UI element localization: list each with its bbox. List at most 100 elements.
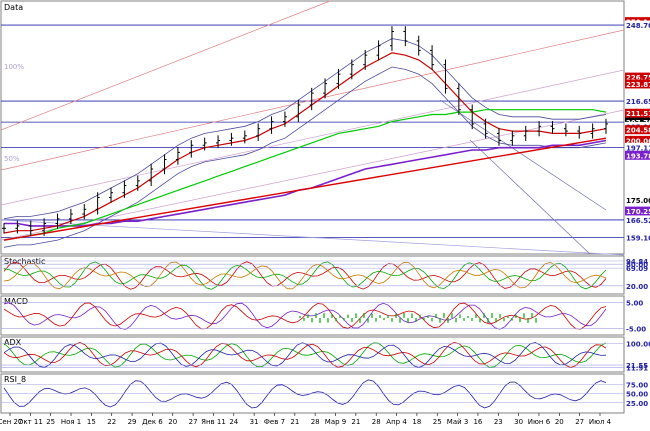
main-panel-frame xyxy=(0,0,625,255)
bollinger-upper xyxy=(3,38,607,220)
x-tick-label-7: Дек 6 xyxy=(142,418,163,426)
x-tick-label-14: 21 xyxy=(290,418,299,426)
x-axis-strip xyxy=(0,414,650,427)
fan-line-5 xyxy=(439,99,607,211)
x-tick-label-19: Апр 4 xyxy=(386,418,407,426)
x-tick-label-13: Фев 7 xyxy=(264,418,285,426)
price-tag-bg-9 xyxy=(625,135,650,145)
rsi-tag-2: 25.00 xyxy=(626,400,648,408)
price-tag-14: 166.52 xyxy=(626,217,650,225)
macd-tag-0: 5.00 xyxy=(626,299,643,307)
price-tag-bg-5 xyxy=(625,108,650,118)
price-tag-8: 204.58 xyxy=(626,127,650,135)
x-tick-label-2: 25 xyxy=(46,418,55,426)
adx-tag-1: 21.55 xyxy=(626,362,648,370)
price-tag-bg-3 xyxy=(625,79,650,89)
left-label-100: 100% xyxy=(4,63,24,71)
rsi-tag-0: 75.00 xyxy=(626,381,648,389)
ma-mid-line xyxy=(3,109,607,241)
price-tag-bg-4 xyxy=(625,96,650,106)
fan-line-4 xyxy=(0,219,625,256)
x-tick-label-15: 28 xyxy=(311,418,320,426)
x-tick-label-5: 22 xyxy=(107,418,116,426)
rsi-line-0 xyxy=(3,379,607,409)
price-tag-13: 170.25 xyxy=(626,208,650,216)
price-tag-11: 193.78 xyxy=(626,152,650,160)
x-tick-label-6: 29 xyxy=(128,418,137,426)
macd-line-1 xyxy=(3,302,607,330)
x-tick-label-16: Мар 9 xyxy=(325,418,346,426)
main-plot xyxy=(0,0,625,256)
price-tag-1: 248.70 xyxy=(626,22,650,30)
x-tick-label-0: Сен 27 xyxy=(0,418,22,426)
panel-label-stochastic: Stochastic xyxy=(4,257,45,266)
fan-line-2 xyxy=(0,69,625,206)
price-tag-bg-13 xyxy=(625,206,650,216)
x-tick-label-8: 20 xyxy=(168,418,177,426)
x-tick-label-3: Ноя 1 xyxy=(61,418,81,426)
x-tick-label-22: Май 3 xyxy=(447,418,469,426)
stoch-tag-1: 80.00 xyxy=(626,261,648,269)
adx-line-0 xyxy=(3,342,607,368)
rsi-plot xyxy=(3,379,607,409)
price-tag-5: 211.51 xyxy=(626,110,650,118)
x-tick-label-18: 28 xyxy=(372,418,381,426)
ma-fast-line xyxy=(3,52,607,234)
stoch-line-2 xyxy=(3,261,607,290)
x-tick-label-11: 24 xyxy=(229,418,238,426)
price-tag-bg-14 xyxy=(625,215,650,225)
price-tag-bg-10 xyxy=(625,142,650,152)
x-tick-label-4: 15 xyxy=(87,418,96,426)
stoch-tag-3: 20.00 xyxy=(626,283,648,291)
x-tick-label-10: Янв 11 xyxy=(201,418,226,426)
macd-tag-1: -5.00 xyxy=(626,326,646,334)
price-tag-bg-8 xyxy=(625,125,650,135)
x-tick-label-25: 30 xyxy=(514,418,523,426)
price-tags: 250.14248.70226.75223.87216.65211.51207.… xyxy=(1,17,650,408)
price-tag-bg-2 xyxy=(625,72,650,82)
x-tick-label-9: 27 xyxy=(189,418,198,426)
x-tick-label-29: Июл 4 xyxy=(589,418,612,426)
price-tag-bg-1 xyxy=(625,20,650,30)
x-tick-label-26: Июн 6 xyxy=(528,418,551,426)
price-tag-12: 175.00 xyxy=(626,197,650,205)
macd-plot xyxy=(3,302,607,330)
x-tick-label-24: 23 xyxy=(494,418,503,426)
x-tick-label-17: 21 xyxy=(351,418,360,426)
x-tick-label-28: 27 xyxy=(575,418,584,426)
price-tag-2: 226.75 xyxy=(626,74,650,82)
price-tag-bg-12 xyxy=(625,195,650,205)
x-tick-label-1: Окт 11 xyxy=(18,418,43,426)
fan-line-1 xyxy=(0,29,625,171)
adx-tag-2: 11.91 xyxy=(626,365,648,373)
fan-line-0 xyxy=(0,0,331,131)
price-tag-4: 216.65 xyxy=(626,98,650,106)
x-tick-label-12: 31 xyxy=(250,418,259,426)
bollinger-lower xyxy=(3,66,607,248)
stoch-tag-2: 69.09 xyxy=(626,265,648,273)
panel-label-rsi: RSI_8 xyxy=(4,375,26,384)
panel-label-macd: MACD xyxy=(4,297,28,306)
price-tag-bg-11 xyxy=(625,150,650,160)
rsi-tag-1: 50.00 xyxy=(626,391,648,399)
price-tag-9: 200.06 xyxy=(626,137,650,145)
stoch-line-1 xyxy=(3,261,607,290)
panel-label-main: Data xyxy=(4,3,23,12)
trend-line-red xyxy=(3,137,607,241)
left-label-50: 50% xyxy=(4,155,20,163)
x-tick-label-20: 18 xyxy=(412,418,421,426)
price-tag-15: 159.10 xyxy=(626,235,650,243)
adx-tag-0: 100.00 xyxy=(626,341,650,349)
price-tag-10: 197.11 xyxy=(626,144,650,152)
fan-line-6 xyxy=(469,139,591,255)
x-tick-label-27: 20 xyxy=(555,418,564,426)
x-tick-label-23: 16 xyxy=(473,418,482,426)
x-tick-label-21: 25 xyxy=(433,418,442,426)
stoch-tag-0: 94.84 xyxy=(626,258,648,266)
panel-label-adx: ADX xyxy=(4,338,22,347)
price-tag-3: 223.87 xyxy=(626,81,650,89)
price-tag-bg-15 xyxy=(625,233,650,243)
